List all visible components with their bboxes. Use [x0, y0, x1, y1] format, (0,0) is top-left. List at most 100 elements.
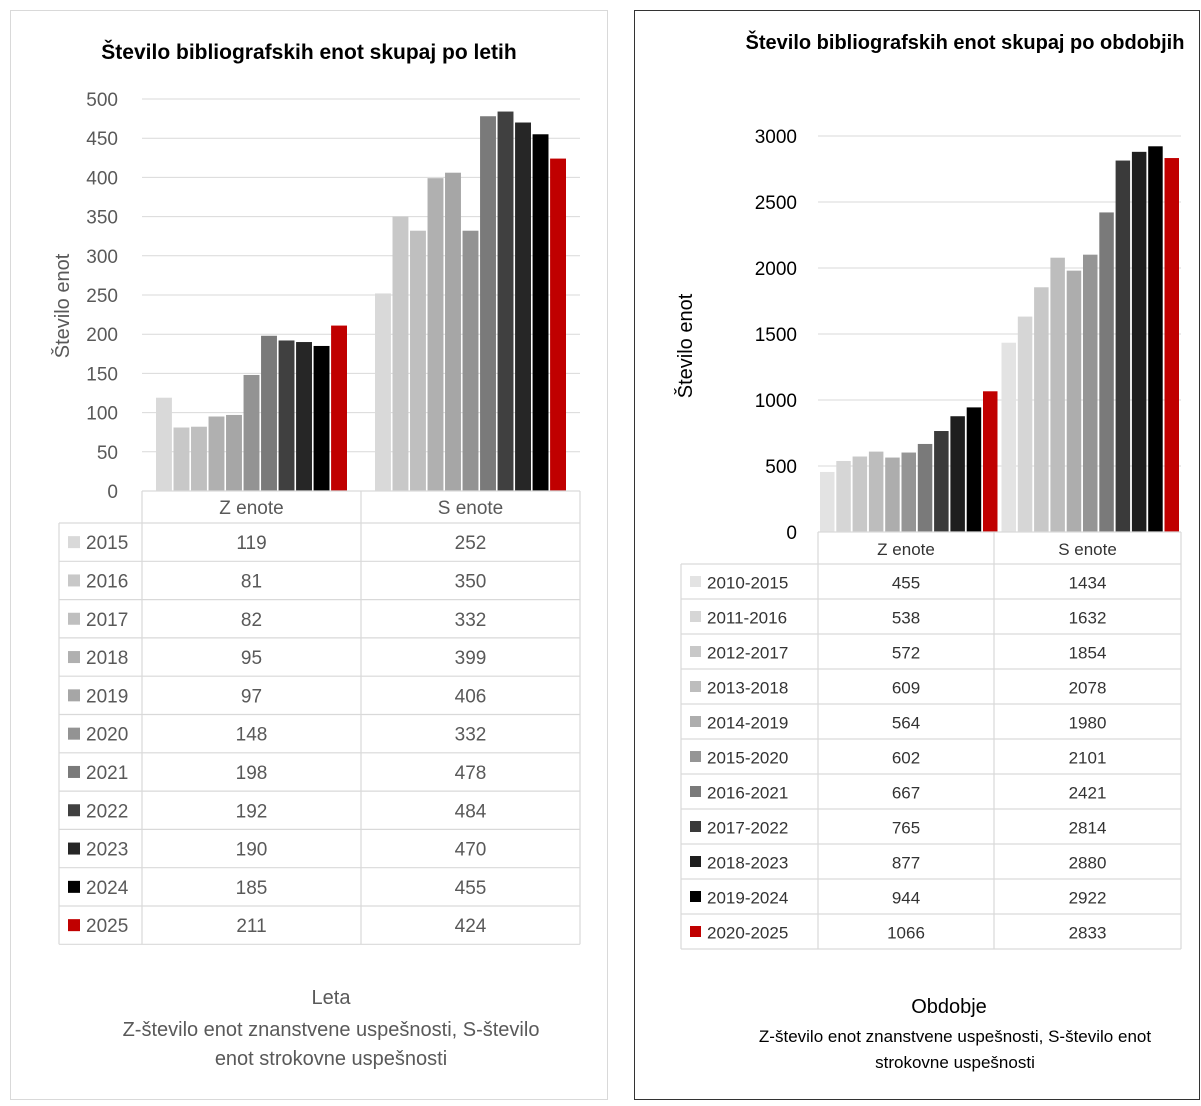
bar	[983, 391, 998, 532]
legend-label: 2018	[86, 648, 128, 669]
legend-key	[690, 926, 701, 937]
data-label: 198	[236, 763, 268, 784]
data-label: 350	[455, 571, 487, 592]
data-label: 1434	[1069, 574, 1107, 593]
legend-key	[690, 576, 701, 587]
bar	[836, 460, 851, 532]
legend-key	[68, 689, 80, 702]
bar	[296, 342, 312, 491]
bar	[226, 414, 242, 491]
data-label: 2101	[1069, 749, 1107, 768]
legend-key	[690, 856, 701, 867]
data-label: 332	[455, 610, 487, 631]
legend-key	[68, 727, 80, 740]
legend-label: 2017-2022	[707, 819, 788, 838]
bar	[950, 416, 965, 532]
data-label: 148	[236, 725, 268, 746]
legend-key	[68, 651, 80, 664]
y-tick-label: 400	[86, 168, 118, 189]
legend-label: 2020-2025	[707, 924, 788, 943]
y-tick-label: 2000	[755, 259, 797, 280]
chart-panel-yearly: Število bibliografskih enot skupaj po le…	[10, 10, 608, 1100]
data-label: 1854	[1069, 644, 1107, 663]
bar	[427, 178, 444, 491]
bar	[550, 158, 566, 492]
legend-label: 2025	[86, 916, 128, 937]
data-label: 470	[455, 840, 487, 861]
bar	[885, 457, 900, 532]
bar	[1131, 151, 1147, 532]
x-axis-note: Z-število enot znanstvene uspešnosti, S-…	[122, 1019, 540, 1070]
y-tick-label: 150	[86, 364, 118, 385]
legend-key	[68, 765, 80, 778]
y-tick-label: 200	[86, 325, 118, 346]
data-label: 609	[892, 679, 920, 698]
x-axis-note: Z-število enot znanstvene uspešnosti, S-…	[758, 1027, 1152, 1072]
legend-label: 2017	[86, 610, 128, 631]
bar	[173, 427, 190, 491]
data-label: 82	[241, 610, 262, 631]
bar	[208, 416, 225, 491]
category-label: Z enote	[877, 540, 935, 559]
bar	[375, 293, 391, 491]
legend-label: 2023	[86, 840, 128, 861]
legend-label: 2019-2024	[707, 889, 788, 908]
data-label: 455	[455, 878, 487, 899]
data-label: 478	[455, 763, 487, 784]
data-label: 765	[892, 819, 920, 838]
data-label: 455	[892, 574, 920, 593]
legend-label: 2016-2021	[707, 784, 788, 803]
bar	[934, 431, 949, 532]
data-label: 484	[455, 801, 487, 822]
legend-label: 2020	[86, 725, 128, 746]
data-label: 185	[236, 878, 268, 899]
y-tick-label: 250	[86, 286, 118, 307]
bar	[278, 340, 295, 491]
bar	[1017, 316, 1033, 532]
y-axis-label: Število enot	[51, 253, 74, 358]
data-label: 2078	[1069, 679, 1107, 698]
legend-key	[690, 611, 701, 622]
data-label: 190	[236, 840, 268, 861]
legend-key	[690, 891, 701, 902]
legend-label: 2013-2018	[707, 679, 788, 698]
data-label: 211	[236, 916, 266, 937]
bar	[1083, 254, 1098, 532]
data-label: 119	[236, 533, 266, 554]
bar	[515, 122, 531, 492]
legend-label: 2015-2020	[707, 749, 788, 768]
data-label: 2814	[1069, 819, 1107, 838]
legend-label: 2014-2019	[707, 714, 788, 733]
bar	[820, 471, 835, 532]
y-tick-label: 500	[765, 457, 797, 478]
legend-label: 2022	[86, 801, 128, 822]
legend-label: 2019	[86, 686, 128, 707]
data-label: 602	[892, 749, 920, 768]
data-label: 1980	[1069, 714, 1107, 733]
legend-key	[68, 804, 80, 817]
bar	[445, 172, 461, 492]
legend-label: 2010-2015	[707, 574, 788, 593]
data-label: 2880	[1069, 854, 1107, 873]
x-axis-label: Leta	[312, 987, 352, 1009]
x-axis-label: Obdobje	[911, 996, 987, 1018]
bar	[532, 134, 549, 491]
bar	[1099, 212, 1114, 533]
bar	[1050, 257, 1065, 532]
data-label: 399	[455, 648, 487, 669]
chart-panel-periods: Število bibliografskih enot skupaj po ob…	[634, 10, 1200, 1100]
y-tick-label: 300	[86, 247, 118, 268]
bar	[868, 451, 884, 532]
bar	[497, 111, 514, 491]
data-label: 95	[241, 648, 262, 669]
legend-key	[690, 716, 701, 727]
bar	[313, 345, 330, 491]
legend-key	[68, 536, 80, 549]
data-label: 572	[892, 644, 920, 663]
data-label: 424	[455, 916, 487, 937]
legend-label: 2015	[86, 533, 128, 554]
data-label: 81	[241, 571, 262, 592]
legend-key	[690, 786, 701, 797]
legend-key	[68, 842, 80, 855]
category-label: S enote	[1058, 540, 1117, 559]
